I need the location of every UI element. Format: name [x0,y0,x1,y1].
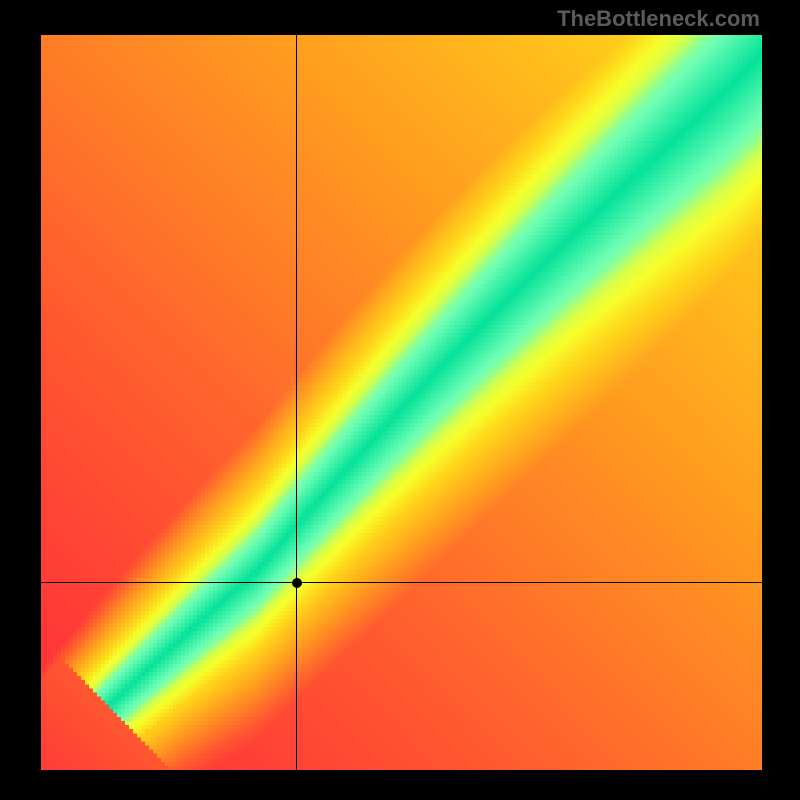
crosshair-horizontal [41,582,762,583]
heatmap-canvas [41,35,762,770]
plot-area [41,35,762,770]
watermark-text: TheBottleneck.com [557,6,760,32]
chart-container: TheBottleneck.com [0,0,800,800]
crosshair-vertical [296,35,297,770]
crosshair-marker-dot [292,578,302,588]
